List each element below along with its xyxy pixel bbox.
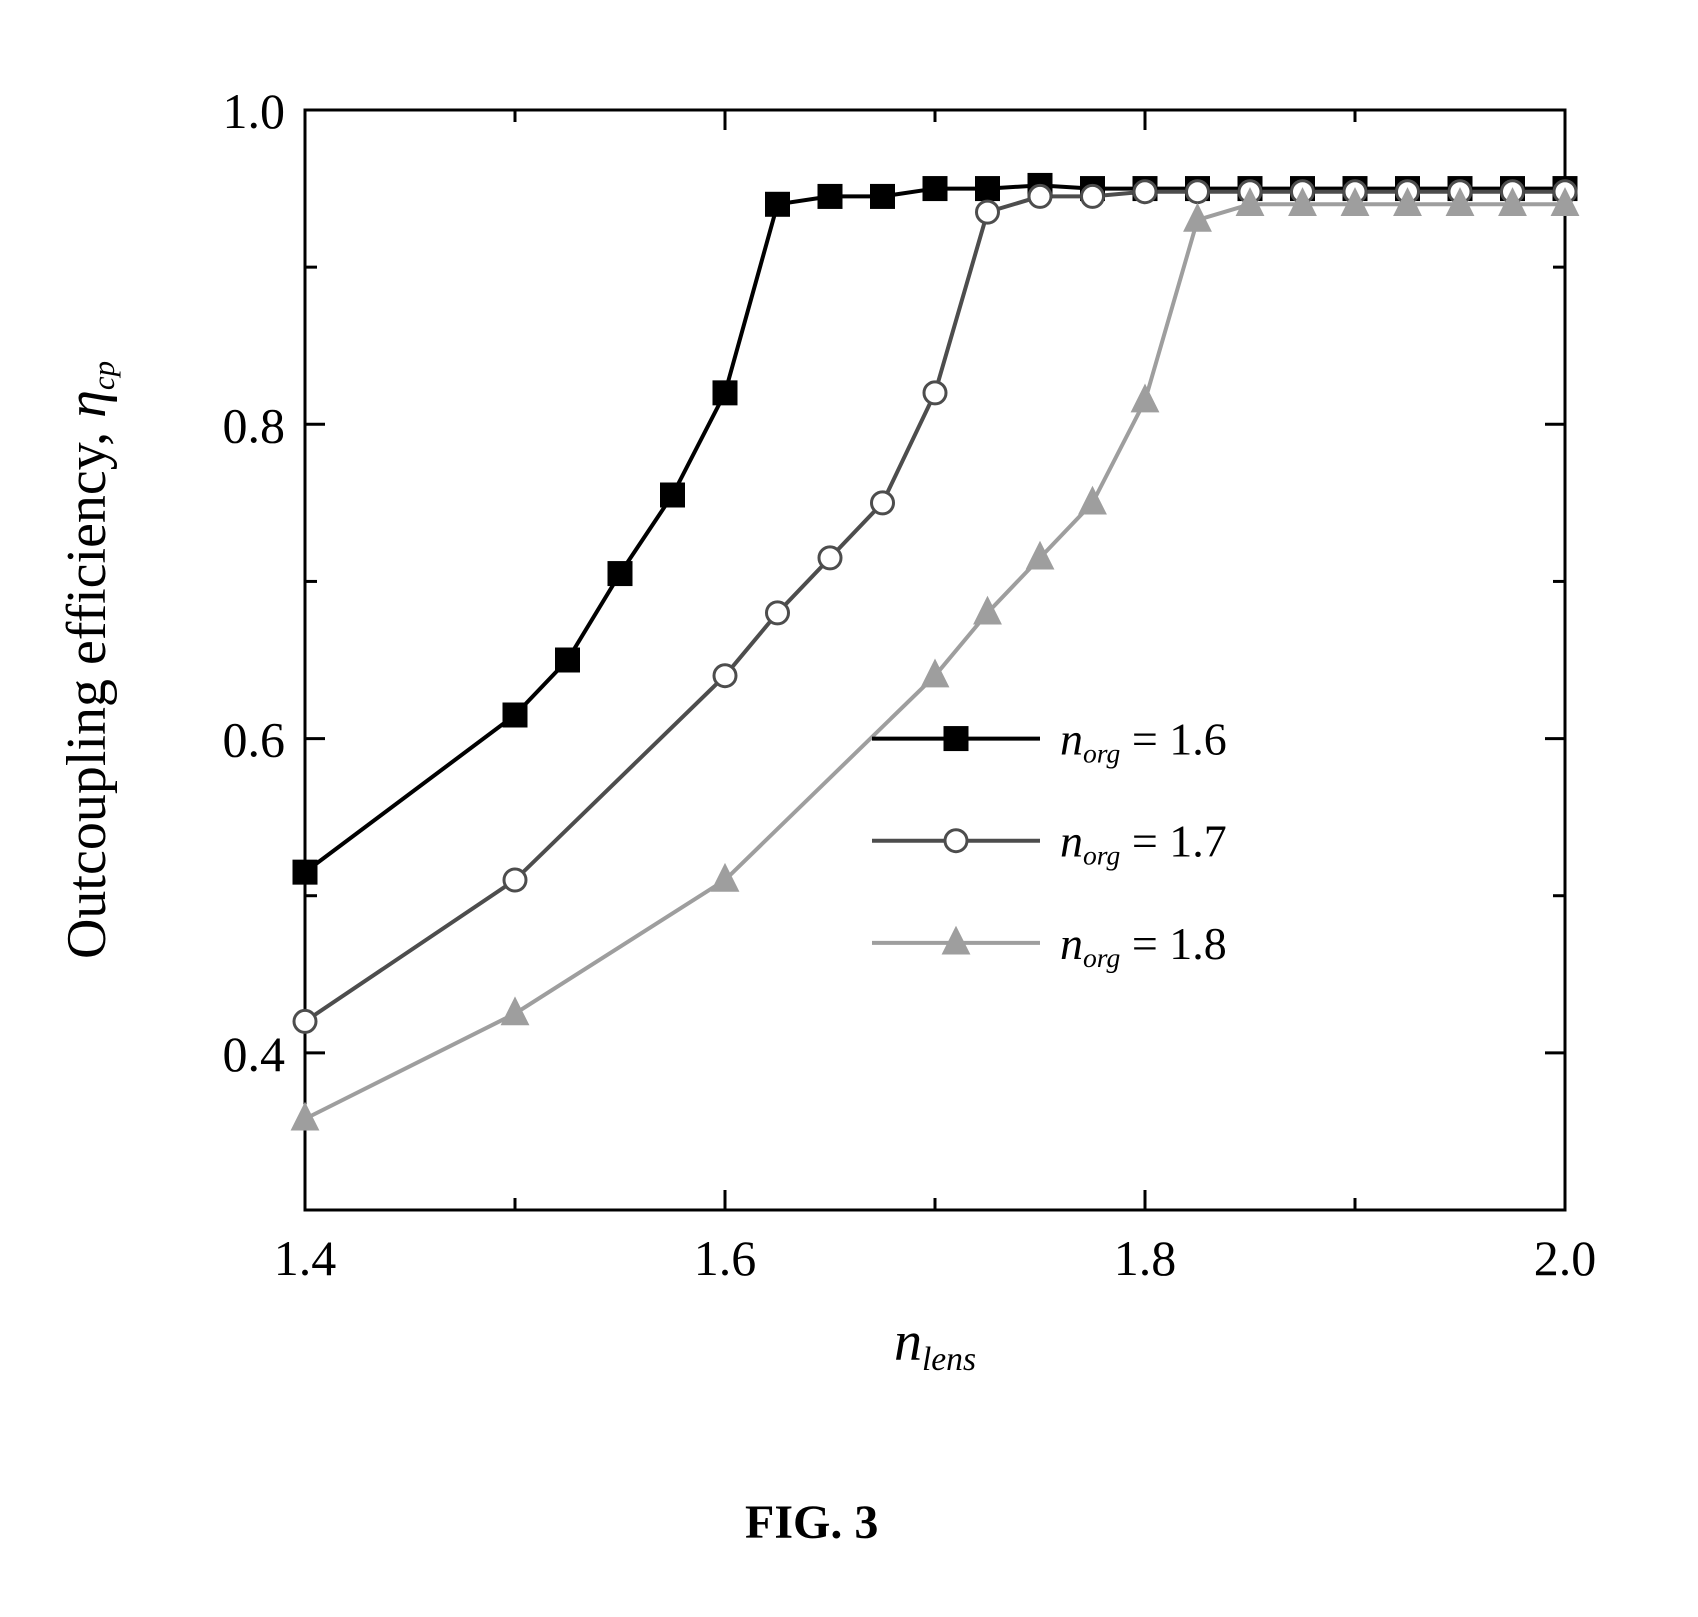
svg-text:1.0: 1.0 [223, 83, 286, 139]
svg-text:nlens: nlens [894, 1311, 976, 1378]
svg-text:1.6: 1.6 [694, 1230, 757, 1286]
svg-text:Outcoupling efficiency, ηcp: Outcoupling efficiency, ηcp [56, 361, 121, 959]
svg-text:0.8: 0.8 [223, 397, 286, 453]
svg-text:1.4: 1.4 [274, 1230, 337, 1286]
svg-text:1.8: 1.8 [1114, 1230, 1177, 1286]
svg-text:2.0: 2.0 [1534, 1230, 1597, 1286]
svg-text:0.4: 0.4 [223, 1026, 286, 1082]
figure-caption: FIG. 3 [745, 1495, 878, 1550]
figure-container: 1.4 1.6 1.8 2.0 0.4 0.6 0.8 1.0 nlens Outcoupling… [0, 0, 1698, 1617]
svg-text:0.6: 0.6 [223, 712, 286, 768]
outcoupling-chart: 1.4 1.6 1.8 2.0 0.4 0.6 0.8 1.0 nlens Outcoupling… [0, 0, 1698, 1617]
